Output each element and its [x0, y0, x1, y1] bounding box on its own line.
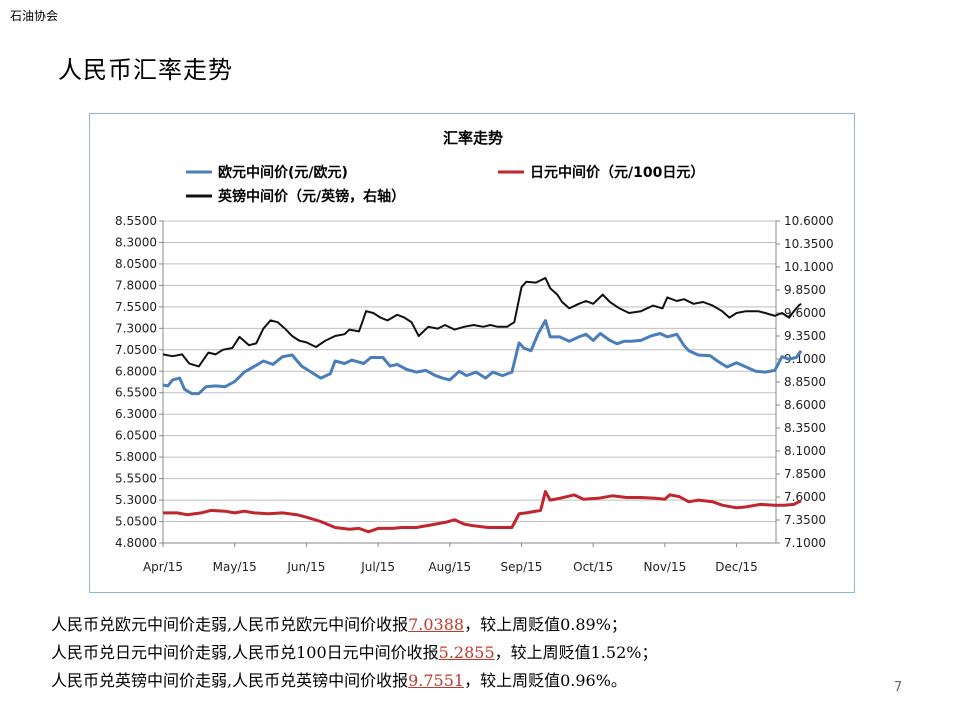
left-tick-label: 7.3000: [115, 321, 157, 335]
summary-jpy-suffix: ，较上周贬值1.52%；: [494, 643, 658, 662]
legend-label-gbp: 英镑中间价（元/英镑，右轴）: [217, 188, 405, 205]
left-tick-label: 8.5500: [115, 214, 157, 228]
right-tick-label: 10.1000: [784, 260, 834, 274]
left-tick-label: 4.8000: [115, 536, 157, 550]
x-tick-label: Jul/15: [360, 560, 395, 574]
right-tick-label: 7.3500: [784, 513, 826, 527]
right-tick-label: 9.3500: [784, 329, 826, 343]
x-tick-label: Jun/15: [286, 560, 325, 574]
series-line-jpy: [163, 490, 802, 534]
x-tick-label: Dec/15: [715, 560, 758, 574]
right-axis: 10.6000 10.3500 10.1000 9.8500 9.6000 9.3500 9…: [776, 214, 834, 550]
left-tick-label: 8.0500: [115, 257, 157, 271]
left-tick-label: 6.0500: [115, 429, 157, 443]
summary-gbp-prefix: 人民币兑英镑中间价走弱,人民币兑英镑中间价收报: [51, 671, 409, 690]
organization-label: 石油协会: [10, 9, 59, 23]
summary-text: 人民币兑欧元中间价走弱,人民币兑欧元中间价收报7.0388，较上周贬值0.89%…: [51, 611, 657, 695]
x-tick-label: May/15: [213, 560, 257, 574]
left-tick-label: 7.8000: [115, 278, 157, 292]
x-axis: Apr/15 May/15 Jun/15 Jul/15 Aug/15 Sep/15 Oct/…: [143, 543, 758, 574]
summary-jpy-prefix: 人民币兑日元中间价走弱,人民币兑100日元中间价收报: [51, 643, 439, 662]
left-tick-label: 8.3000: [115, 235, 157, 249]
chart-frame: 汇率走势 欧元中间价(元/欧元) 日元中间价（元/100日元） 英镑中间价（元/…: [89, 113, 855, 593]
left-tick-label: 5.8000: [115, 450, 157, 464]
x-tick-label: Oct/15: [573, 560, 613, 574]
grid: [162, 220, 777, 544]
right-tick-label: 8.6000: [784, 398, 826, 412]
x-tick-label: Sep/15: [501, 560, 543, 574]
summary-line-jpy: 人民币兑日元中间价走弱,人民币兑100日元中间价收报5.2855，较上周贬值1.…: [51, 639, 657, 667]
right-tick-label: 7.1000: [784, 536, 826, 550]
right-tick-label: 8.8500: [784, 375, 826, 389]
left-tick-label: 7.0500: [115, 343, 157, 357]
series-line-eur: [162, 319, 803, 396]
left-tick-label: 5.0500: [115, 515, 157, 529]
summary-jpy-value: 5.2855: [438, 643, 495, 662]
exchange-rate-chart: 汇率走势 欧元中间价(元/欧元) 日元中间价（元/100日元） 英镑中间价（元/…: [115, 129, 834, 574]
left-axis: 8.5500 8.3000 8.0500 7.8000 7.5500 7.3000 7.05…: [115, 214, 163, 550]
legend: 欧元中间价(元/欧元) 日元中间价（元/100日元） 英镑中间价（元/英镑，右轴…: [186, 164, 704, 205]
right-tick-label: 8.3500: [784, 421, 826, 435]
left-tick-label: 6.8000: [115, 364, 157, 378]
summary-line-eur: 人民币兑欧元中间价走弱,人民币兑欧元中间价收报7.0388，较上周贬值0.89%…: [51, 611, 657, 639]
left-tick-label: 5.5500: [115, 472, 157, 486]
right-tick-label: 8.1000: [784, 444, 826, 458]
chart-title: 汇率走势: [443, 129, 503, 147]
x-tick-label: Nov/15: [644, 560, 687, 574]
right-tick-label: 10.6000: [784, 214, 834, 228]
right-tick-label: 7.6000: [784, 490, 826, 504]
left-tick-label: 6.5500: [115, 386, 157, 400]
right-tick-label: 10.3500: [784, 237, 834, 251]
summary-gbp-value: 9.7551: [408, 671, 465, 690]
summary-eur-suffix: ，较上周贬值0.89%；: [464, 615, 627, 634]
legend-label-jpy: 日元中间价（元/100日元）: [530, 164, 704, 181]
x-tick-label: Aug/15: [428, 560, 471, 574]
summary-line-gbp: 人民币兑英镑中间价走弱,人民币兑英镑中间价收报9.7551，较上周贬值0.96%…: [51, 667, 657, 695]
right-tick-label: 7.8500: [784, 467, 826, 481]
left-tick-label: 7.5500: [115, 300, 157, 314]
right-tick-label: 9.8500: [784, 283, 826, 297]
series-line-gbp: [162, 277, 802, 368]
slide-title: 人民币汇率走势: [58, 56, 233, 84]
series-lines: [162, 277, 803, 534]
x-tick-label: Apr/15: [143, 560, 183, 574]
left-tick-label: 6.3000: [115, 407, 157, 421]
left-tick-label: 5.3000: [115, 493, 157, 507]
summary-gbp-suffix: ，较上周贬值0.96%。: [464, 671, 627, 690]
right-tick-label: 9.1000: [784, 352, 826, 366]
summary-eur-prefix: 人民币兑欧元中间价走弱,人民币兑欧元中间价收报: [51, 615, 409, 634]
right-tick-label: 9.6000: [784, 306, 826, 320]
page-number: 7: [894, 680, 903, 695]
summary-eur-value: 7.0388: [408, 615, 465, 634]
legend-label-eur: 欧元中间价(元/欧元): [218, 164, 348, 181]
